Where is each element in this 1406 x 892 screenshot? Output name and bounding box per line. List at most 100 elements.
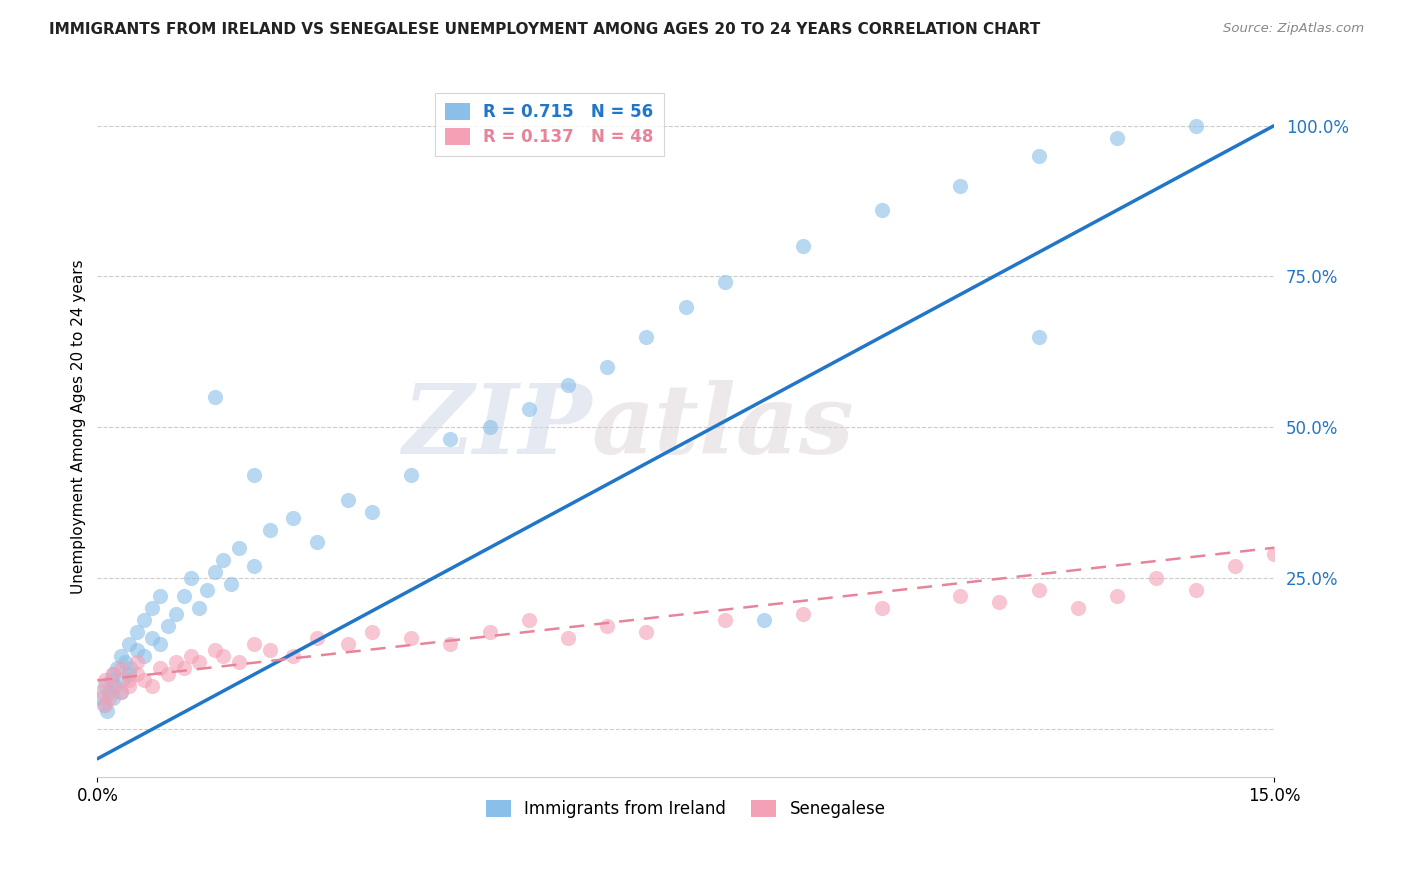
Point <box>439 637 461 651</box>
Point <box>149 637 172 651</box>
Point <box>94 673 117 688</box>
Point <box>949 178 972 193</box>
Point <box>101 667 124 681</box>
Point <box>195 582 218 597</box>
Legend: Immigrants from Ireland, Senegalese: Immigrants from Ireland, Senegalese <box>479 793 893 824</box>
Point <box>104 680 127 694</box>
Point <box>94 680 117 694</box>
Point <box>439 432 461 446</box>
Point <box>118 637 141 651</box>
Point <box>125 667 148 681</box>
Point <box>105 661 128 675</box>
Point <box>114 655 136 669</box>
Point <box>361 625 384 640</box>
Point <box>714 613 737 627</box>
Point <box>870 601 893 615</box>
Point <box>110 685 132 699</box>
Point <box>1107 589 1129 603</box>
Point <box>752 613 775 627</box>
Point <box>219 577 242 591</box>
Point <box>478 625 501 640</box>
Point <box>110 649 132 664</box>
Y-axis label: Unemployment Among Ages 20 to 24 years: Unemployment Among Ages 20 to 24 years <box>72 260 86 594</box>
Point <box>180 571 202 585</box>
Point <box>212 553 235 567</box>
Point <box>228 655 250 669</box>
Point <box>949 589 972 603</box>
Point <box>118 680 141 694</box>
Point <box>93 698 115 712</box>
Point <box>141 601 163 615</box>
Point <box>125 625 148 640</box>
Point <box>714 276 737 290</box>
Point <box>399 631 422 645</box>
Point <box>792 239 814 253</box>
Point <box>110 685 132 699</box>
Point <box>180 649 202 664</box>
Point <box>305 534 328 549</box>
Point <box>212 649 235 664</box>
Point <box>259 523 281 537</box>
Point <box>870 203 893 218</box>
Point <box>596 359 619 374</box>
Point <box>337 492 360 507</box>
Point <box>283 510 305 524</box>
Point <box>125 655 148 669</box>
Point <box>243 468 266 483</box>
Point <box>120 661 142 675</box>
Point <box>188 601 211 615</box>
Text: atlas: atlas <box>592 380 855 475</box>
Point <box>478 420 501 434</box>
Point <box>228 541 250 555</box>
Point <box>988 595 1011 609</box>
Point <box>98 691 121 706</box>
Point <box>1223 558 1246 573</box>
Point <box>259 643 281 657</box>
Point <box>98 685 121 699</box>
Point <box>337 637 360 651</box>
Point <box>204 565 226 579</box>
Point <box>156 619 179 633</box>
Point <box>165 607 187 621</box>
Point <box>557 631 579 645</box>
Point <box>305 631 328 645</box>
Point <box>596 619 619 633</box>
Point <box>1263 547 1285 561</box>
Point <box>90 685 112 699</box>
Point <box>636 625 658 640</box>
Point <box>1184 582 1206 597</box>
Point <box>134 649 156 664</box>
Point <box>118 667 141 681</box>
Point <box>1028 582 1050 597</box>
Point <box>1107 130 1129 145</box>
Point <box>188 655 211 669</box>
Point <box>156 667 179 681</box>
Point <box>243 637 266 651</box>
Point <box>134 613 156 627</box>
Point <box>100 673 122 688</box>
Point <box>361 505 384 519</box>
Point <box>1144 571 1167 585</box>
Point <box>283 649 305 664</box>
Point <box>173 661 195 675</box>
Point <box>243 558 266 573</box>
Point <box>173 589 195 603</box>
Point <box>141 631 163 645</box>
Point <box>517 613 540 627</box>
Point <box>149 589 172 603</box>
Point <box>557 378 579 392</box>
Point <box>101 680 124 694</box>
Text: ZIP: ZIP <box>402 380 592 475</box>
Point <box>675 300 697 314</box>
Point <box>204 390 226 404</box>
Point <box>792 607 814 621</box>
Point <box>1184 119 1206 133</box>
Point <box>94 698 117 712</box>
Point <box>141 680 163 694</box>
Point <box>118 673 141 688</box>
Point <box>1028 329 1050 343</box>
Point <box>101 667 124 681</box>
Point <box>134 673 156 688</box>
Point <box>149 661 172 675</box>
Point <box>125 643 148 657</box>
